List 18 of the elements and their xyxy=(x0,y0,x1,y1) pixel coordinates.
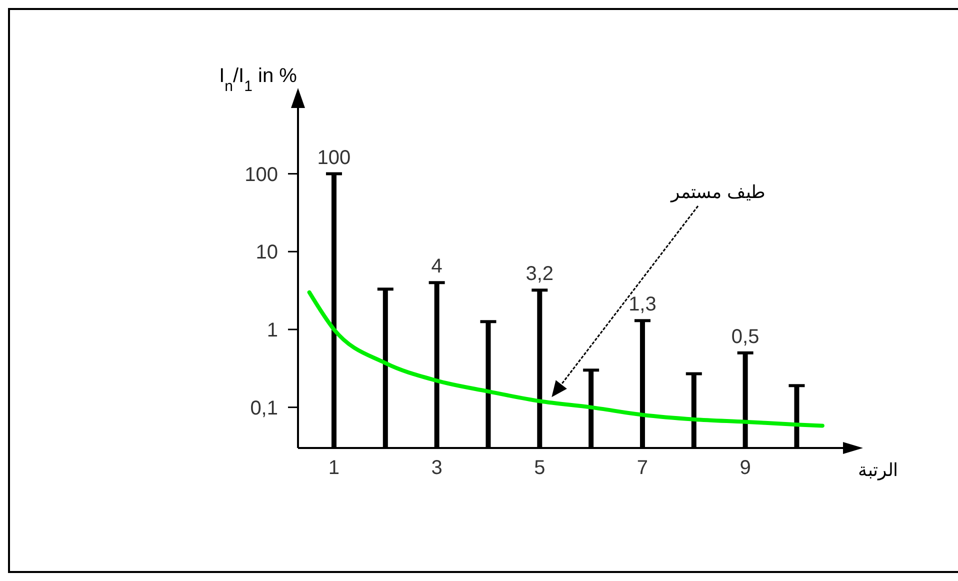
y-tick-label: 10 xyxy=(256,242,278,264)
data-label: 0,5 xyxy=(731,326,760,348)
x-tick-label: 3 xyxy=(431,457,442,479)
line-series xyxy=(307,290,824,428)
y-tick-label: 0,1 xyxy=(250,397,278,420)
y-tick-label: 100 xyxy=(244,164,278,186)
annotation: طيف مستمر xyxy=(670,182,766,203)
data-label: 3,2 xyxy=(526,263,554,286)
data-label: 4 xyxy=(431,256,442,278)
data-label: 100 xyxy=(317,146,351,169)
x-tick-label: 9 xyxy=(740,457,751,479)
x-tick-label: 7 xyxy=(636,457,648,479)
y-axis-title: I$_{n}$/I$_{1}$ in % xyxy=(219,65,298,94)
x-axis-title: الرتبة xyxy=(858,460,898,481)
data-label: 1,3 xyxy=(628,294,656,316)
x-tick-label: 5 xyxy=(534,457,546,479)
x-tick-label: 1 xyxy=(328,457,340,479)
y-tick-label: 1 xyxy=(266,319,278,342)
